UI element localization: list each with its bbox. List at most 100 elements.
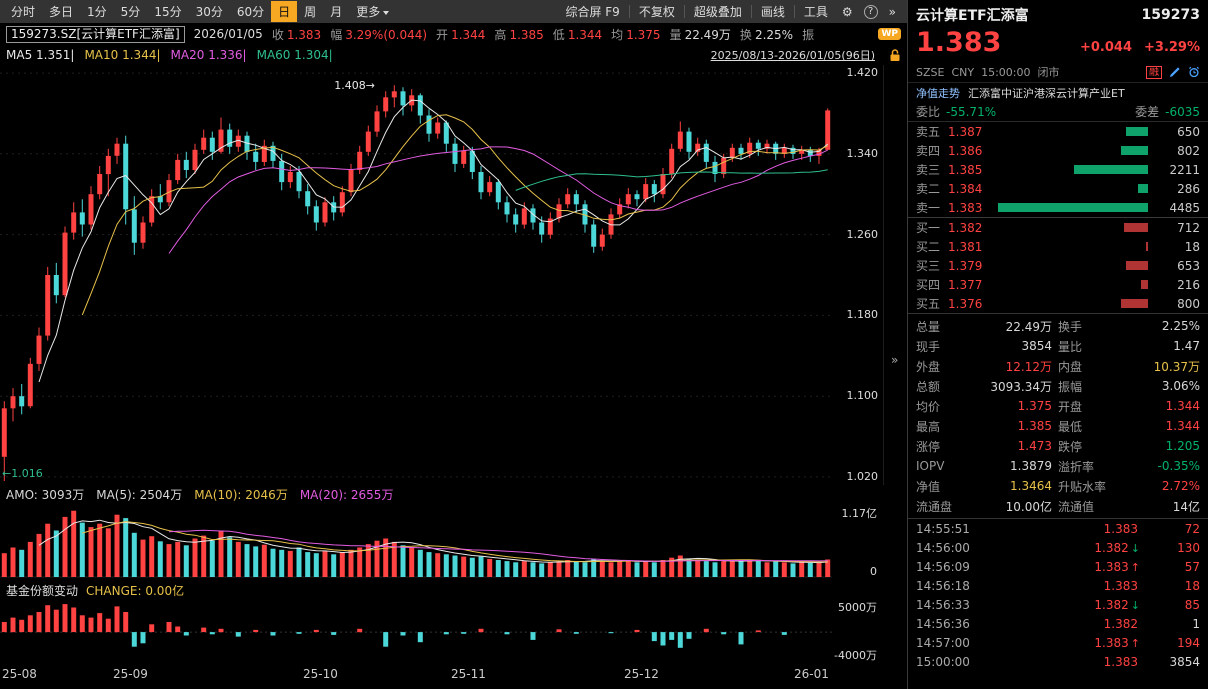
composite-screen-button[interactable]: 综合屏 F9 xyxy=(565,5,620,19)
chart-panel: 分时 多日 1分 5分 15分 30分 60分 日 周 月 更多 综合屏 F9 … xyxy=(0,0,908,689)
amplitude-field: 振 xyxy=(802,27,815,42)
fund-share-change: CHANGE: 0.00亿 xyxy=(86,583,185,598)
wp-badge-icon[interactable]: WP xyxy=(878,28,901,40)
bid-volume-bar xyxy=(1121,299,1148,308)
candlestick-chart[interactable]: 1.408→ ←1.016 1.420 1.340 1.260 1.180 1.100 1.… xyxy=(0,65,907,485)
tab-5min[interactable]: 5分 xyxy=(120,5,141,19)
weicha-field: 委差 -6035 xyxy=(1135,105,1200,119)
ask-levels: 卖五 1.387 650 卖四 1.386 802 卖三 1.385 2211 卖二 1.38… xyxy=(908,122,1208,217)
fund-share-svg xyxy=(0,604,832,648)
stat-row: IOPV 1.3879 溢折率 -0.35% xyxy=(916,459,1200,474)
ma60-legend: MA60 1.304| xyxy=(256,48,333,62)
volume-legend: AMO: 3093万 MA(5): 2504万 MA(10): 2046万 MA… xyxy=(0,485,907,503)
tab-30min[interactable]: 30分 xyxy=(195,5,223,19)
edit-icon[interactable] xyxy=(1169,66,1181,78)
volume-axis-max: 1.17亿 xyxy=(841,507,878,520)
tick-direction-icon: ↓ xyxy=(1130,541,1140,555)
price-axis: 1.420 1.340 1.260 1.180 1.100 1.020 xyxy=(846,66,879,483)
high-field: 高 1.385 xyxy=(494,27,544,42)
nav-trend-link[interactable]: 净值走势 xyxy=(916,86,960,100)
time-axis: 25-08 25-09 25-10 25-11 25-12 26-01 xyxy=(2,667,829,681)
symbol-label[interactable]: 159273.SZ[云计算ETF汇添富] xyxy=(6,25,185,43)
stat-row: 总额 3093.34万 振幅 3.06% xyxy=(916,379,1200,394)
close-field: 收 1.383 xyxy=(271,27,322,42)
tick-row[interactable]: 15:00:00 1.383 3854 xyxy=(916,654,1200,669)
tick-row[interactable]: 14:56:09 1.383 ↑ 57 xyxy=(916,559,1200,574)
tick-row[interactable]: 14:56:00 1.382 ↓ 130 xyxy=(916,540,1200,555)
stat-row: 现手 3854 量比 1.47 xyxy=(916,339,1200,354)
low-field: 低 1.344 xyxy=(552,27,603,42)
amo-legend: AMO: 3093万 xyxy=(6,487,85,502)
bid-level-4[interactable]: 买四 1.377 216 xyxy=(916,277,1200,293)
tools-button[interactable]: 工具 xyxy=(803,5,828,19)
tab-intraday[interactable]: 分时 xyxy=(11,5,36,19)
stat-row: 均价 1.375 开盘 1.344 xyxy=(916,399,1200,414)
price-change: +0.044 xyxy=(1079,40,1132,55)
price-change-pct: +3.29% xyxy=(1144,40,1200,55)
ask-level-2[interactable]: 卖二 1.384 286 xyxy=(916,181,1200,197)
draw-line-button[interactable]: 画线 xyxy=(760,5,785,19)
ma20-legend: MA20 1.336| xyxy=(170,48,247,62)
no-adjust-button[interactable]: 不复权 xyxy=(638,5,675,19)
stock-name: 云计算ETF汇添富 xyxy=(916,8,1029,24)
tick-row[interactable]: 14:56:33 1.382 ↓ 85 xyxy=(916,597,1200,612)
tick-row[interactable]: 14:56:36 1.382 1 xyxy=(916,616,1200,631)
currency-label: CNY xyxy=(951,65,975,79)
bid-level-3[interactable]: 买三 1.379 653 xyxy=(916,258,1200,274)
tick-direction-icon: ↑ xyxy=(1130,560,1140,574)
ask-volume-bar xyxy=(1121,146,1148,155)
ask-volume-bar xyxy=(1126,127,1148,136)
ask-level-1[interactable]: 卖一 1.383 4485 xyxy=(916,200,1200,216)
last-price: 1.383 xyxy=(916,27,1002,58)
bid-level-5[interactable]: 买五 1.376 800 xyxy=(916,296,1200,312)
period-toolbar: 分时 多日 1分 5分 15分 30分 60分 日 周 月 更多 综合屏 F9 … xyxy=(0,0,907,23)
tab-more[interactable]: 更多 xyxy=(349,1,396,22)
tick-list: 14:55:51 1.383 72 14:56:00 1.382 ↓ 130 14:56:… xyxy=(908,518,1208,689)
date-range-label[interactable]: 2025/08/13-2026/01/05(96日) xyxy=(710,49,875,62)
tab-60min[interactable]: 60分 xyxy=(236,5,265,19)
tab-multiday[interactable]: 多日 xyxy=(49,5,74,19)
tab-1min[interactable]: 1分 xyxy=(87,5,107,19)
fund-share-legend: 基金份额变动 CHANGE: 0.00亿 xyxy=(0,581,907,599)
avg-field: 均 1.375 xyxy=(611,27,661,42)
tab-daily[interactable]: 日 xyxy=(271,1,298,22)
volume-pane[interactable]: 1.17亿 0 xyxy=(0,503,907,581)
volume-field: 量 22.49万 xyxy=(669,27,731,42)
volume-axis-zero: 0 xyxy=(870,565,877,578)
fund-share-title: 基金份额变动 xyxy=(6,583,79,598)
tick-row[interactable]: 14:57:00 1.383 ↑ 194 xyxy=(916,635,1200,650)
ask-level-3[interactable]: 卖三 1.385 2211 xyxy=(916,162,1200,178)
tab-monthly[interactable]: 月 xyxy=(330,5,343,19)
alarm-icon[interactable] xyxy=(1188,66,1200,78)
ask-level-4[interactable]: 卖四 1.386 802 xyxy=(916,143,1200,159)
stats-grid: 总量 22.49万 换手 2.25% 现手 3854 量比 1.47 外盘 12.12万 内盘 1… xyxy=(908,313,1208,518)
tick-row[interactable]: 14:56:18 1.383 18 xyxy=(916,578,1200,593)
bid-volume-bar xyxy=(1145,242,1148,251)
open-field: 开 1.344 xyxy=(436,27,486,42)
super-overlay-button[interactable]: 超级叠加 xyxy=(693,5,742,19)
date-label: 2026/01/05 xyxy=(193,27,263,41)
stat-row: 净值 1.3464 升贴水率 2.72% xyxy=(916,479,1200,494)
bid-level-2[interactable]: 买二 1.381 18 xyxy=(916,239,1200,255)
amo-ma5-legend: MA(5): 2504万 xyxy=(96,487,183,502)
expand-right-icon[interactable]: » xyxy=(888,4,896,19)
stat-row: 流通盘 10.00亿 流通值 14亿 xyxy=(916,499,1200,514)
tick-row[interactable]: 14:55:51 1.383 72 xyxy=(916,521,1200,536)
collapse-panel-icon[interactable]: » xyxy=(891,353,899,367)
tab-15min[interactable]: 15分 xyxy=(154,5,182,19)
stat-row: 涨停 1.473 跌停 1.205 xyxy=(916,439,1200,454)
gear-icon[interactable]: ⚙ xyxy=(841,4,853,19)
change-field: 幅 3.29%(0.044) xyxy=(330,27,428,42)
help-icon[interactable]: ? xyxy=(863,4,878,19)
market-status: 闭市 xyxy=(1037,66,1060,79)
bid-level-1[interactable]: 买一 1.382 712 xyxy=(916,220,1200,236)
ask-volume-bar xyxy=(998,203,1148,212)
candlestick-svg: 1.408→ ←1.016 xyxy=(0,72,832,481)
margin-badge: 融 xyxy=(1146,65,1162,79)
tab-weekly[interactable]: 周 xyxy=(304,5,317,19)
fund-share-pane[interactable]: 5000万 -4000万 xyxy=(0,599,907,663)
chevron-down-icon xyxy=(383,10,390,15)
ask-level-5[interactable]: 卖五 1.387 650 xyxy=(916,124,1200,140)
ohlc-info-bar: 159273.SZ[云计算ETF汇添富] 2026/01/05 收 1.383 幅… xyxy=(0,23,907,45)
lock-icon[interactable] xyxy=(889,48,901,62)
